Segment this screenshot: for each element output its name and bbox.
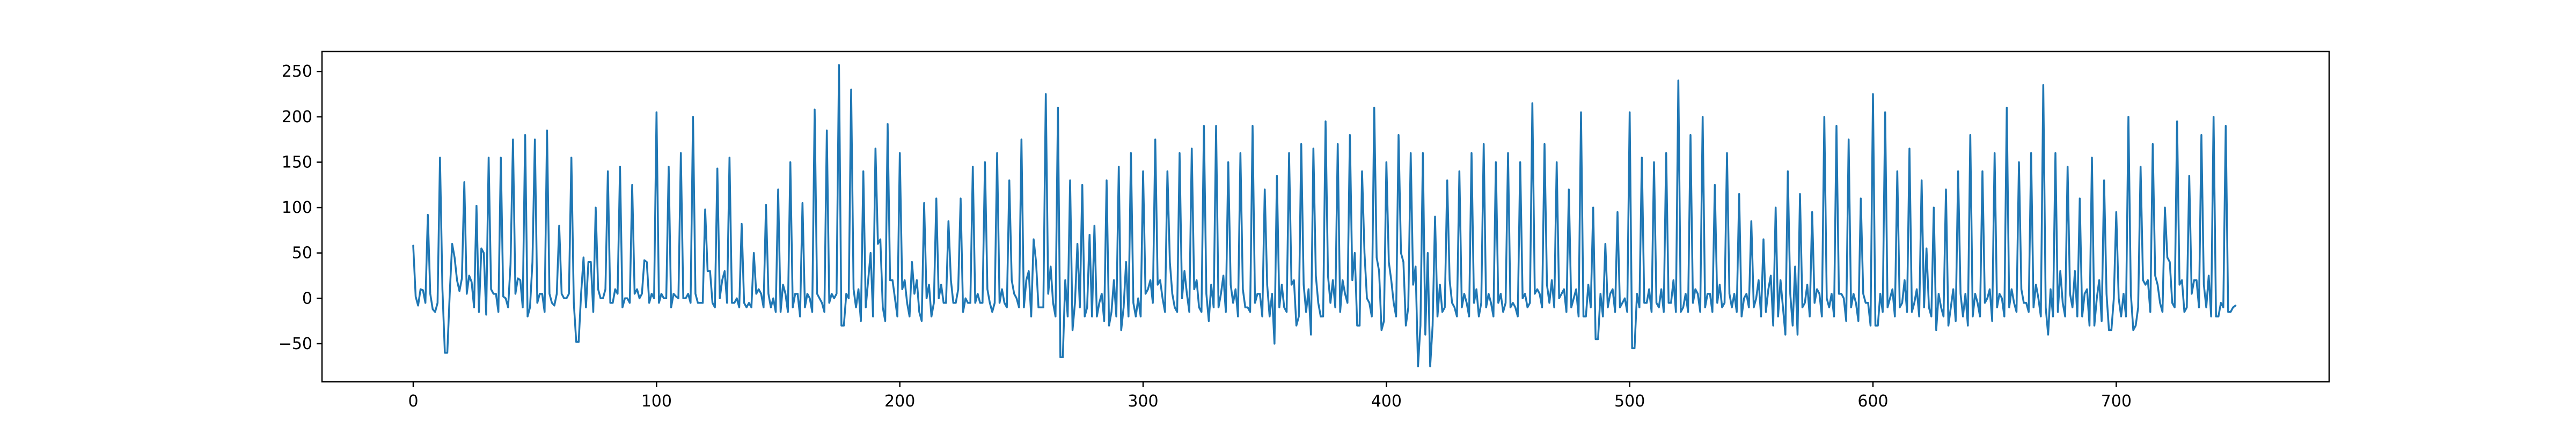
y-tick-label: 0 xyxy=(302,289,312,308)
x-axis: 0 100 200 300 400 500 600 700 xyxy=(408,382,2132,411)
y-tick-label: 100 xyxy=(282,198,312,217)
y-tick-label: −50 xyxy=(279,335,312,353)
x-tick-label: 400 xyxy=(1371,392,1402,411)
x-tick-label: 300 xyxy=(1128,392,1158,411)
x-tick-label: 600 xyxy=(1857,392,1888,411)
axes-frame xyxy=(321,50,2330,383)
x-tick-label: 100 xyxy=(641,392,672,411)
plot-area xyxy=(412,64,2237,367)
y-tick-label: 200 xyxy=(282,108,312,127)
y-tick-label: 150 xyxy=(282,153,312,172)
series-line xyxy=(412,64,2237,367)
x-tick-label: 200 xyxy=(884,392,915,411)
y-tick-label: 50 xyxy=(292,244,312,263)
y-tick-label: 250 xyxy=(282,62,312,81)
x-tick-label: 700 xyxy=(2101,392,2132,411)
y-axis: −50 0 50 100 150 200 250 xyxy=(279,62,322,353)
x-tick-label: 0 xyxy=(408,392,418,411)
x-tick-label: 500 xyxy=(1614,392,1645,411)
